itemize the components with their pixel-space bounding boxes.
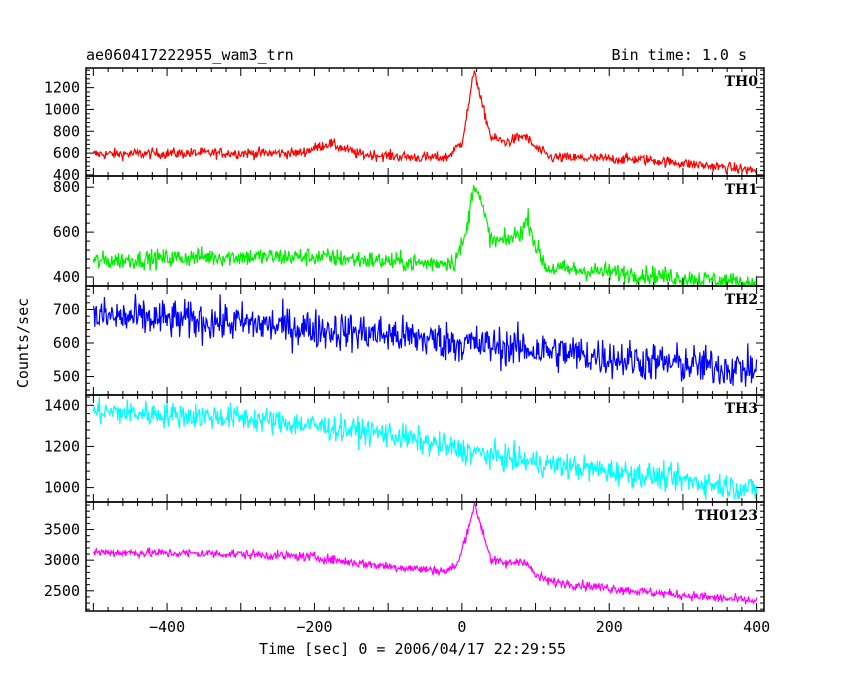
y-tick-label: 3500 (44, 521, 80, 539)
x-tick-label: −200 (296, 618, 332, 636)
panel-th0123: 2500 3000 3500 TH0123 (44, 500, 765, 612)
y-axis-label: Counts/sec (14, 297, 33, 389)
x-tick-label: 0 (457, 618, 466, 636)
panel-label: TH3 (725, 401, 758, 417)
y-tick-label: 3000 (44, 551, 80, 569)
panel-frame (85, 175, 765, 287)
panel-th1: 400 600 800 TH1 (53, 175, 765, 288)
y-tick-label: 600 (53, 223, 80, 241)
panel-th3: 1000 1200 1400 TH3 (44, 394, 765, 503)
panel-label: TH2 (725, 292, 758, 308)
y-tick-label: 1200 (44, 79, 80, 97)
x-tick-label: 200 (596, 618, 623, 636)
y-tick-label: 1400 (44, 396, 80, 414)
y-tick-label: 700 (53, 300, 80, 318)
series-line-th3 (92, 396, 758, 501)
panel-frame (85, 394, 765, 503)
chart-title: ae060417222955_wam3_trn (86, 46, 294, 64)
panel-label: TH0 (725, 74, 759, 90)
panel-th2: 500 600 700 TH2 (53, 285, 765, 396)
y-tick-label: 600 (53, 334, 80, 352)
x-tick-label: −400 (149, 618, 185, 636)
y-tick-label: 800 (53, 178, 80, 196)
y-tick-label: 1200 (44, 437, 80, 455)
panel-label: TH0123 (695, 508, 758, 524)
series-line-th1 (92, 184, 758, 288)
y-tick-label: 600 (53, 144, 80, 162)
series-line-th2 (92, 293, 758, 387)
series-line-th0123 (92, 500, 758, 605)
x-tick-label: 400 (743, 618, 770, 636)
panel-label: TH1 (725, 182, 758, 198)
y-tick-label: 2500 (44, 582, 80, 600)
y-tick-label: 1000 (44, 479, 80, 497)
panel-frame (85, 501, 765, 612)
x-axis-label: Time [sec] 0 = 2006/04/17 22:29:55 (259, 640, 567, 658)
series-line-th0 (92, 70, 758, 176)
y-tick-label: 1000 (44, 100, 80, 118)
y-tick-label: 400 (53, 166, 80, 184)
panel-th0: 400 600 800 1000 1200 TH0 (44, 67, 765, 184)
y-tick-label: 800 (53, 122, 80, 140)
y-tick-label: 400 (53, 268, 80, 286)
y-tick-label: 500 (53, 368, 80, 386)
bin-time-label: Bin time: 1.0 s (611, 46, 747, 64)
